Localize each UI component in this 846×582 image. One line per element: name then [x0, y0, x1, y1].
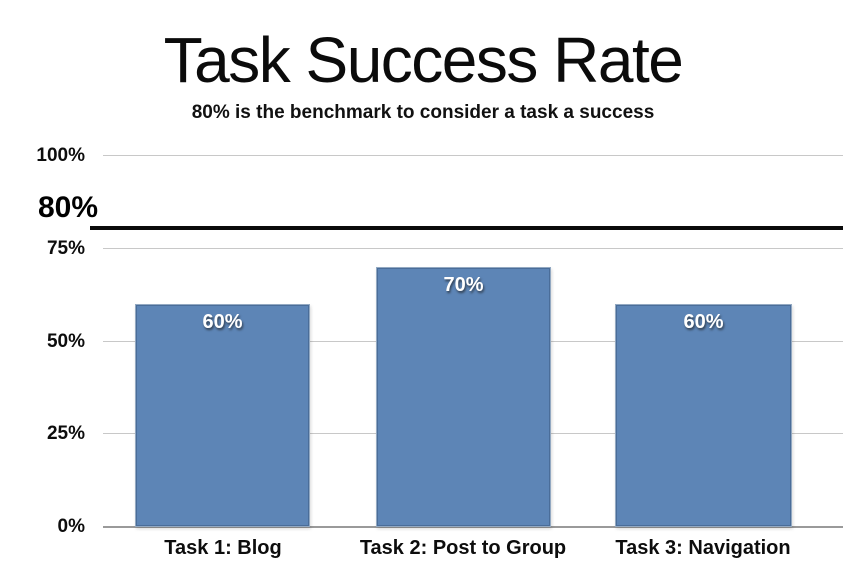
- chart-subtitle: 80% is the benchmark to consider a task …: [191, 102, 655, 123]
- y-tick-label: 75%: [46, 237, 85, 259]
- y-axis-labels: 0% 25% 50% 75% 100% 80%: [0, 145, 98, 537]
- benchmark-line: [90, 226, 843, 231]
- benchmark-label: 80%: [37, 191, 98, 225]
- bar-task2: 70%: [376, 267, 551, 527]
- plot-area: 60% 70% 60%: [90, 155, 843, 528]
- x-category-label-task3: Task 3: Navigation: [615, 537, 791, 559]
- bar-task3: 60%: [615, 304, 792, 527]
- chart-title: Task Success Rate: [163, 24, 684, 96]
- y-tick-label: 100%: [36, 145, 85, 166]
- gridline-0: [103, 526, 843, 528]
- x-category-label-task1: Task 1: Blog: [164, 537, 282, 559]
- gridline-75: [103, 247, 843, 249]
- bar-value-label: 60%: [683, 311, 724, 334]
- y-tick-label: 25%: [46, 423, 85, 445]
- x-category-label-task2: Task 2: Post to Group: [359, 537, 567, 559]
- bar-value-label: 60%: [202, 311, 243, 334]
- y-tick-label: 0%: [57, 516, 85, 537]
- bar-value-label: 70%: [443, 274, 484, 297]
- y-tick-label: 50%: [46, 330, 85, 352]
- bar-task1: 60%: [135, 304, 310, 527]
- gridline-100: [103, 155, 843, 156]
